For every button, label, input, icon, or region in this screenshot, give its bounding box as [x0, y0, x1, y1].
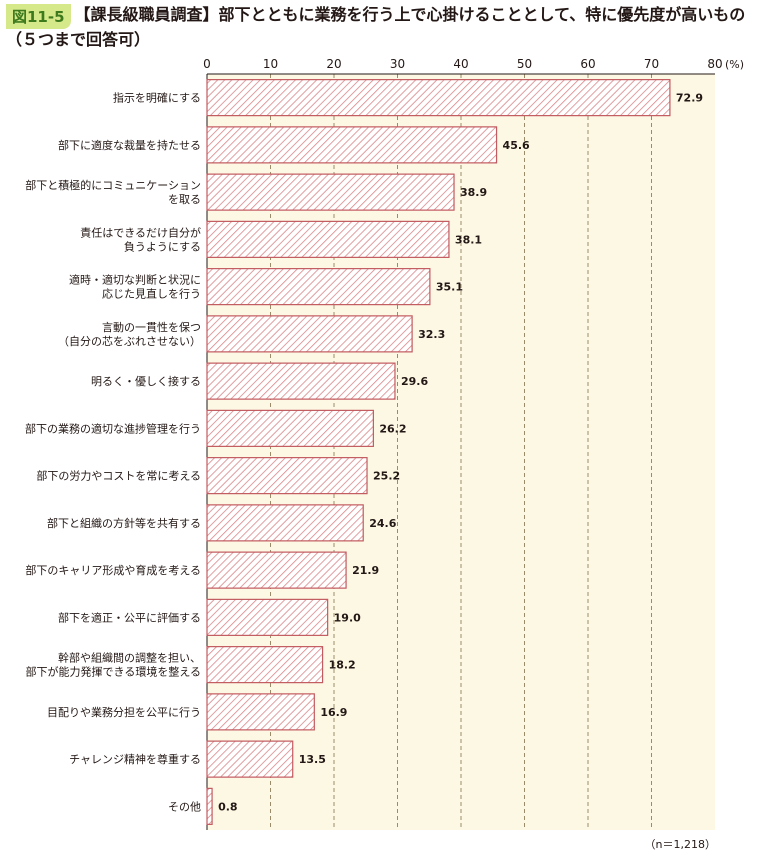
- x-tick-label: 40: [453, 57, 468, 71]
- value-label: 19.0: [334, 611, 361, 624]
- category-label: 目配りや業務分担を公平に行う: [47, 705, 201, 719]
- value-label: 29.6: [401, 375, 428, 388]
- bar: [206, 693, 315, 731]
- x-tick-label: 80: [707, 57, 722, 71]
- x-tick-label: 50: [517, 57, 532, 71]
- value-label: 0.8: [218, 800, 238, 813]
- category-label: 部下を適正・公平に評価する: [58, 610, 201, 624]
- value-label: 25.2: [373, 470, 400, 483]
- category-label: 部下と積極的にコミュニケーション: [25, 178, 201, 192]
- x-tick-label: 70: [644, 57, 659, 71]
- bar: [206, 646, 324, 684]
- category-label: 部下と組織の方針等を共有する: [47, 516, 201, 530]
- bar: [206, 315, 413, 353]
- category-label: 言動の一貫性を保つ: [102, 320, 201, 334]
- value-labels: 72.9 45.6 38.9 38.1 35.1 32.3 29.6 26.2 25.2 24.6…: [218, 92, 703, 814]
- category-label: 負うようにする: [124, 240, 201, 253]
- value-label: 16.9: [320, 706, 347, 719]
- value-label: 72.9: [676, 92, 703, 105]
- bars: [206, 79, 671, 825]
- category-label: その他: [168, 800, 201, 813]
- value-label: 21.9: [352, 564, 379, 577]
- x-axis-unit: (%): [725, 58, 744, 71]
- figure-header: 図11-5 【課長級職員調査】部下とともに業務を行う上で心掛けることとして、特に優…: [6, 4, 754, 51]
- bar: [206, 787, 213, 825]
- figure-number-badge: 図11-5: [6, 4, 71, 29]
- sample-size-note: （n＝1,218）: [644, 838, 716, 851]
- bar: [206, 220, 450, 258]
- category-labels: 指示を明確にする部下に適度な裁量を持たせる部下と積極的にコミュニケーションを取る…: [25, 91, 201, 814]
- category-label: 部下のキャリア形成や育成を考える: [25, 563, 201, 577]
- x-axis-ticks: 0 10 20 30 40 50 60 70 80 (%): [203, 57, 744, 71]
- category-label: （自分の芯をぶれさせない）: [58, 334, 201, 348]
- x-tick-label: 10: [263, 57, 278, 71]
- bar: [206, 409, 374, 447]
- value-label: 13.5: [299, 753, 326, 766]
- category-label: を取る: [168, 193, 201, 206]
- value-label: 38.9: [460, 186, 487, 199]
- bar: [206, 126, 498, 164]
- category-label: 部下の業務の適切な進捗管理を行う: [25, 421, 201, 435]
- category-label: 指示を明確にする: [113, 91, 201, 105]
- value-label: 26.2: [379, 422, 406, 435]
- chart-title: 【課長級職員調査】部下とともに業務を行う上で心掛けることとして、特に優先度が高い…: [6, 5, 746, 49]
- category-label: 応じた見直しを行う: [102, 287, 201, 301]
- category-label: 責任はできるだけ自分が: [80, 225, 201, 239]
- category-label: 部下に適度な裁量を持たせる: [58, 138, 201, 152]
- x-tick-label: 20: [326, 57, 341, 71]
- bar: [206, 362, 396, 400]
- bar: [206, 457, 368, 495]
- value-label: 32.3: [418, 328, 445, 341]
- bar: [206, 79, 671, 117]
- x-tick-label: 0: [203, 57, 211, 71]
- bar: [206, 268, 431, 306]
- value-label: 18.2: [329, 659, 356, 672]
- bar: [206, 740, 294, 778]
- value-label: 24.6: [369, 517, 396, 530]
- bar: [206, 173, 455, 211]
- category-label: 明るく・優しく接する: [91, 375, 201, 388]
- category-label: 適時・適切な判断と状況に: [69, 273, 201, 287]
- bar: [206, 598, 329, 636]
- value-label: 38.1: [455, 233, 482, 246]
- bar: [206, 551, 347, 589]
- bar: [206, 504, 364, 542]
- category-label: 幹部や組織間の調整を担い、: [58, 651, 201, 665]
- x-tick-label: 30: [390, 57, 405, 71]
- value-label: 45.6: [503, 139, 530, 152]
- category-label: 部下が能力発揮できる環境を整える: [26, 665, 201, 679]
- category-label: チャレンジ精神を尊重する: [69, 752, 201, 766]
- category-label: 部下の労力やコストを常に考える: [36, 469, 201, 483]
- x-tick-label: 60: [580, 57, 595, 71]
- value-label: 35.1: [436, 281, 463, 294]
